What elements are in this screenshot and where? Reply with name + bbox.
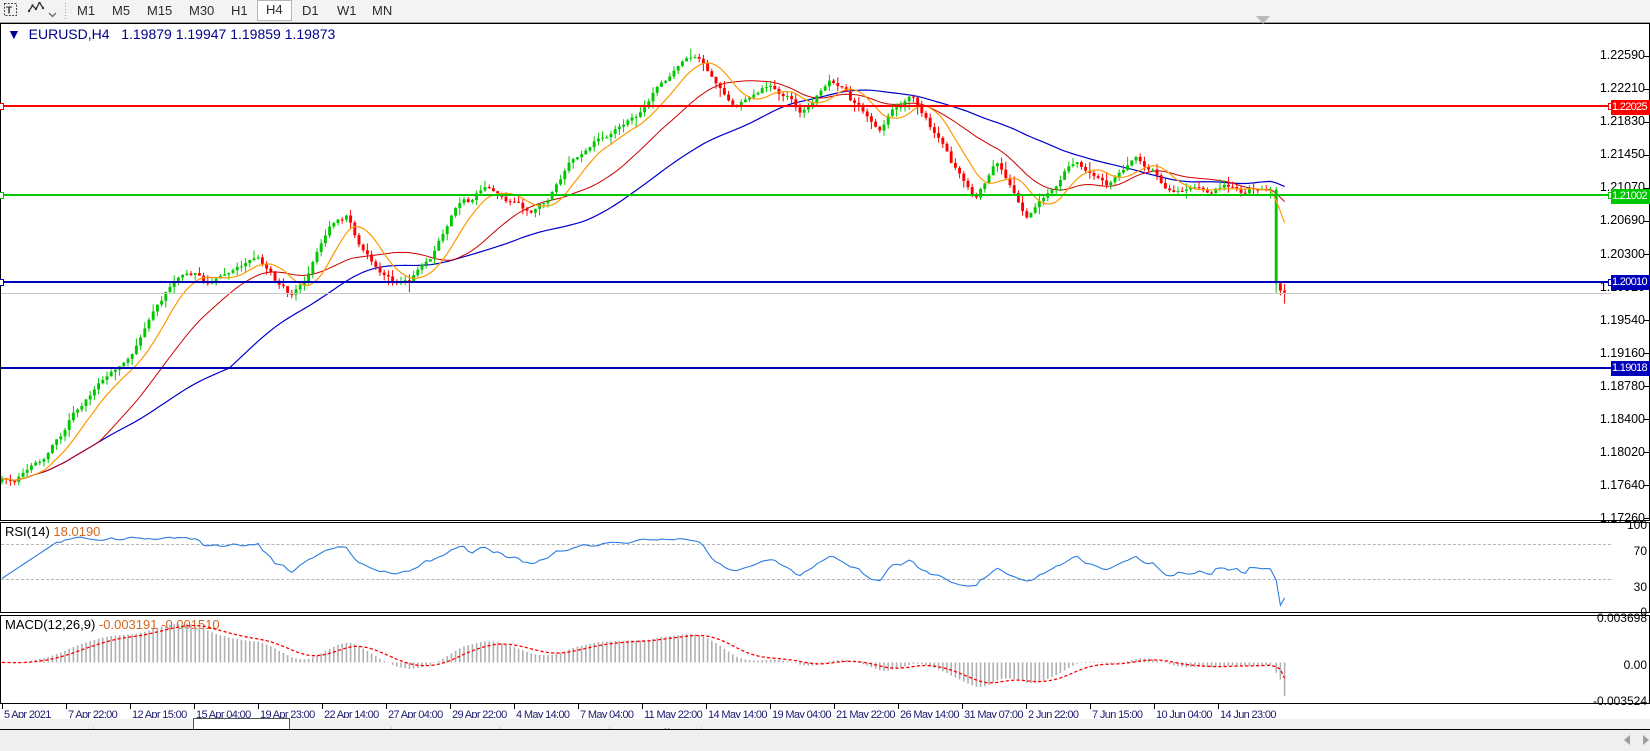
svg-text:T: T [6,6,12,17]
